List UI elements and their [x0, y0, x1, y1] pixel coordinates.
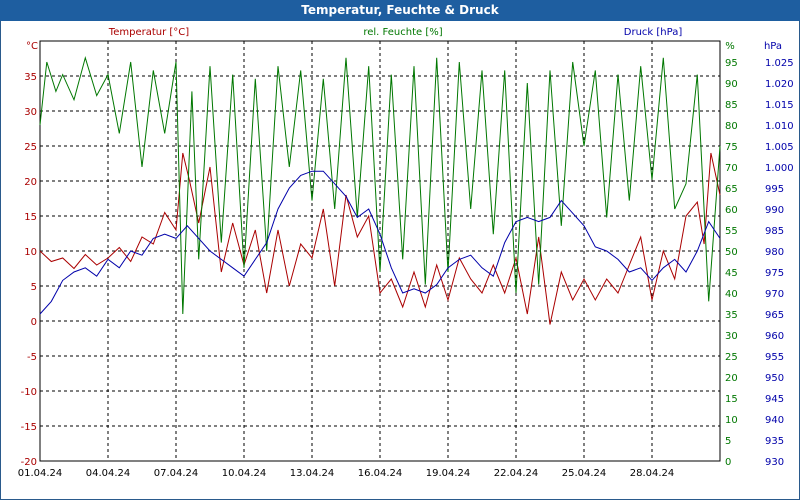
humidity-tick-label: 15 [725, 394, 738, 405]
humidity-tick-label: 20 [725, 373, 738, 384]
pressure-axis-label: Druck [hPa] [624, 27, 683, 38]
humidity-tick-label: 95 [725, 58, 738, 69]
pressure-tick-label: 940 [765, 415, 784, 426]
pressure-tick-label: 1.005 [765, 142, 794, 153]
pressure-tick-label: 935 [765, 436, 784, 447]
x-tick-label: 28.04.24 [630, 468, 675, 479]
humidity-unit: % [725, 41, 735, 52]
temperature-tick-label: 0 [31, 317, 37, 328]
series-line-pressure [39, 170, 721, 315]
pressure-tick-label: 945 [765, 394, 784, 405]
pressure-tick-label: 1.010 [765, 121, 794, 132]
humidity-tick-label: 40 [725, 289, 738, 300]
x-tick-label: 01.04.24 [18, 468, 63, 479]
series-line-temperature [39, 152, 721, 325]
humidity-axis-label: rel. Feuchte [%] [363, 27, 442, 38]
pressure-tick-label: 960 [765, 331, 784, 342]
pressure-tick-label: 975 [765, 268, 784, 279]
x-tick-label: 13.04.24 [290, 468, 335, 479]
pressure-tick-label: 990 [765, 205, 784, 216]
temperature-axis-label: Temperatur [°C] [108, 27, 189, 38]
pressure-tick-label: 970 [765, 289, 784, 300]
temperature-tick-label: -5 [27, 352, 37, 363]
humidity-tick-label: 5 [725, 436, 731, 447]
temperature-tick-label: 20 [24, 177, 37, 188]
temperature-tick-label: 30 [24, 107, 37, 118]
x-tick-label: 10.04.24 [222, 468, 267, 479]
temperature-tick-label: 25 [24, 142, 37, 153]
x-tick-label: 25.04.24 [562, 468, 607, 479]
pressure-tick-label: 1.020 [765, 79, 794, 90]
x-tick-label: 04.04.24 [86, 468, 131, 479]
humidity-tick-label: 55 [725, 226, 738, 237]
chart-title: Temperatur, Feuchte & Druck [0, 0, 800, 21]
temperature-tick-label: 15 [24, 212, 37, 223]
x-tick-label: 16.04.24 [358, 468, 403, 479]
humidity-tick-label: 70 [725, 163, 738, 174]
series-line-humidity [39, 55, 721, 315]
humidity-tick-label: 10 [725, 415, 738, 426]
temperature-tick-label: -20 [21, 457, 37, 468]
pressure-tick-label: 980 [765, 247, 784, 258]
humidity-tick-label: 45 [725, 268, 738, 279]
grid-lines [40, 41, 720, 461]
pressure-tick-label: 985 [765, 226, 784, 237]
humidity-tick-label: 0 [725, 457, 731, 468]
tick-labels: 01.04.24 04.04.24 07.04.24 10.04.24 13.04.24… [18, 58, 794, 479]
pressure-tick-label: 995 [765, 184, 784, 195]
temperature-tick-label: -15 [21, 422, 37, 433]
humidity-tick-label: 75 [725, 142, 738, 153]
temperature-unit: °C [26, 41, 38, 52]
pressure-unit: hPa [764, 41, 782, 52]
humidity-tick-label: 35 [725, 310, 738, 321]
humidity-tick-label: 65 [725, 184, 738, 195]
pressure-tick-label: 1.000 [765, 163, 794, 174]
pressure-tick-label: 950 [765, 373, 784, 384]
humidity-tick-label: 80 [725, 121, 738, 132]
pressure-tick-label: 1.025 [765, 58, 794, 69]
temperature-tick-label: 10 [24, 247, 37, 258]
temperature-tick-label: 35 [24, 72, 37, 83]
humidity-tick-label: 85 [725, 100, 738, 111]
series-lines [39, 55, 721, 325]
humidity-tick-label: 25 [725, 352, 738, 363]
temperature-tick-label: -10 [21, 387, 37, 398]
humidity-tick-label: 60 [725, 205, 738, 216]
humidity-tick-label: 30 [725, 331, 738, 342]
pressure-tick-label: 965 [765, 310, 784, 321]
x-tick-label: 07.04.24 [154, 468, 199, 479]
humidity-tick-label: 50 [725, 247, 738, 258]
x-tick-label: 22.04.24 [494, 468, 539, 479]
pressure-tick-label: 930 [765, 457, 784, 468]
pressure-tick-label: 955 [765, 352, 784, 363]
temperature-tick-label: 5 [31, 282, 37, 293]
humidity-tick-label: 90 [725, 79, 738, 90]
x-tick-label: 19.04.24 [426, 468, 471, 479]
pressure-tick-label: 1.015 [765, 100, 794, 111]
